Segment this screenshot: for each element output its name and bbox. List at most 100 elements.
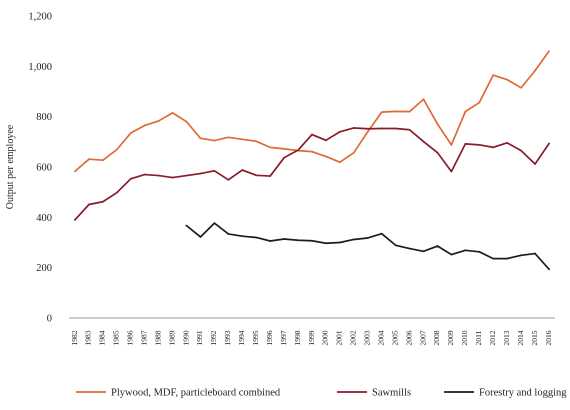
data-point [422, 98, 425, 101]
data-point [548, 142, 550, 145]
data-point [366, 127, 369, 130]
x-tick-label: 2008 [432, 330, 441, 345]
y-tick-label: 0 [47, 314, 52, 325]
data-point [506, 141, 509, 144]
legend-label: Sawmills [372, 388, 411, 399]
y-tick-label: 1,000 [28, 62, 52, 73]
data-point [352, 127, 355, 129]
data-point [492, 146, 495, 149]
data-point [436, 151, 439, 154]
data-point [478, 250, 481, 253]
x-tick-label: 2007 [418, 330, 427, 345]
x-tick-label: 1988 [153, 330, 162, 345]
y-tick-label: 800 [36, 112, 52, 123]
data-point [185, 224, 188, 227]
data-point [394, 244, 397, 247]
data-point [311, 133, 313, 136]
x-tick-label: 1991 [195, 330, 204, 345]
data-point [157, 120, 160, 122]
x-tick-label: 1992 [209, 330, 218, 345]
data-point [255, 140, 258, 143]
series-layer [74, 50, 550, 271]
data-point [380, 232, 383, 235]
data-point [311, 150, 313, 153]
data-point [478, 101, 481, 104]
data-point [478, 143, 481, 146]
data-point [185, 174, 188, 177]
y-axis-ticks: 0 200 400 600 800 1,000 1,200 [28, 12, 52, 325]
data-point [325, 242, 327, 245]
data-point [464, 110, 467, 113]
data-point [101, 200, 104, 203]
data-point [450, 143, 453, 146]
data-point [325, 155, 327, 158]
x-tick-label: 1996 [265, 330, 274, 345]
data-point [129, 177, 132, 180]
y-tick-label: 1,200 [28, 12, 52, 23]
data-point [422, 140, 425, 143]
x-tick-label: 2006 [404, 330, 413, 345]
y-axis-title: Output per employee [5, 124, 16, 209]
x-tick-label: 1993 [223, 330, 232, 345]
y-tick-label: 600 [36, 163, 52, 174]
data-point [408, 128, 411, 131]
x-tick-label: 1990 [181, 330, 190, 345]
legend-label: Forestry and logging [479, 388, 567, 399]
data-point [436, 245, 439, 247]
data-point [115, 148, 118, 151]
data-point [143, 124, 146, 127]
data-point [88, 203, 90, 206]
x-tick-label: 1985 [112, 330, 121, 345]
data-point [199, 172, 202, 175]
series-line [185, 222, 550, 271]
data-point [269, 240, 272, 242]
data-point [548, 268, 550, 271]
data-point [338, 130, 341, 133]
x-tick-label: 1995 [251, 330, 260, 345]
series-group [74, 127, 550, 221]
data-point [520, 254, 523, 257]
data-point [534, 252, 536, 255]
x-tick-label: 1989 [167, 330, 176, 345]
data-point [394, 127, 397, 130]
data-point [534, 69, 536, 72]
x-tick-label: 2005 [390, 330, 399, 345]
data-point [199, 236, 202, 238]
x-tick-label: 1997 [279, 330, 288, 345]
data-point [311, 239, 313, 242]
data-point [422, 250, 425, 253]
data-point [101, 159, 104, 162]
data-point [227, 233, 230, 235]
x-tick-label: 2004 [376, 330, 385, 345]
x-tick-label: 1983 [84, 330, 93, 345]
data-point [283, 147, 286, 150]
data-point [74, 218, 76, 221]
data-point [213, 169, 216, 172]
data-point [380, 111, 383, 114]
legend-label: Plywood, MDF, particleboard combined [111, 388, 281, 399]
x-tick-label: 2003 [363, 330, 372, 345]
data-point [380, 127, 383, 130]
data-point [394, 110, 397, 113]
data-point [213, 139, 216, 142]
x-tick-label: 2011 [474, 330, 483, 345]
x-tick-label: 1987 [139, 330, 148, 345]
data-point [255, 174, 258, 177]
data-point [269, 146, 272, 149]
data-point [450, 253, 453, 256]
data-point [171, 111, 174, 114]
data-point [534, 163, 536, 165]
series-line [74, 127, 550, 221]
data-point [185, 120, 188, 123]
x-tick-label: 2016 [544, 330, 553, 345]
data-point [283, 238, 286, 240]
x-tick-label: 2014 [516, 330, 525, 345]
x-tick-label: 2000 [321, 330, 330, 345]
x-tick-label: 1998 [293, 330, 302, 345]
x-tick-label: 1999 [307, 330, 316, 345]
data-point [520, 86, 523, 89]
data-point [241, 169, 244, 171]
data-point [506, 257, 509, 260]
